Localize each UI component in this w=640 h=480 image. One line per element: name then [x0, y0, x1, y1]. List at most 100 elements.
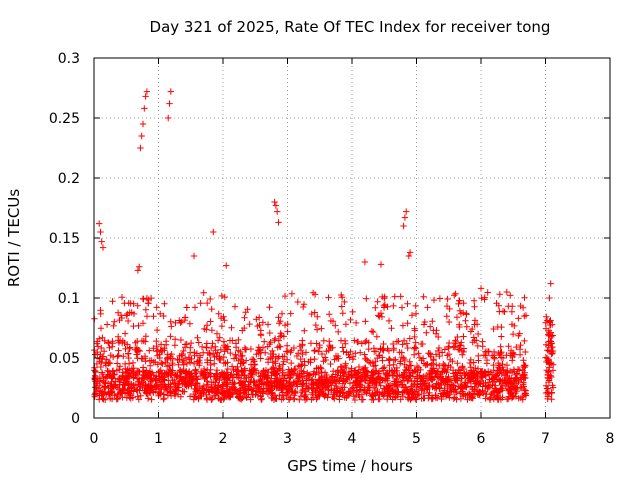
data-point	[502, 381, 510, 389]
data-point	[419, 355, 427, 362]
data-point	[509, 330, 517, 338]
data-point	[313, 326, 321, 333]
data-point	[109, 298, 116, 305]
data-point	[400, 337, 408, 344]
data-point-peak	[274, 208, 281, 215]
data-point	[490, 361, 497, 369]
data-point	[482, 382, 490, 389]
data-point	[240, 378, 248, 385]
data-point	[289, 369, 296, 377]
data-point	[186, 359, 194, 366]
data-point	[484, 385, 491, 393]
data-point	[508, 321, 516, 328]
data-point	[316, 341, 323, 349]
data-point	[106, 344, 113, 351]
data-point	[101, 379, 108, 386]
x-tick-label: 1	[154, 431, 163, 447]
data-point	[442, 375, 449, 382]
data-point	[346, 354, 353, 361]
data-point	[301, 327, 308, 334]
data-point	[241, 324, 248, 332]
data-point	[503, 361, 511, 369]
data-point	[283, 372, 291, 379]
data-point	[186, 320, 194, 327]
data-point	[471, 321, 478, 328]
data-point	[370, 378, 377, 386]
data-point	[208, 344, 215, 352]
data-point	[515, 395, 522, 402]
data-point	[388, 325, 395, 332]
data-point-peak	[99, 244, 107, 251]
data-point	[414, 368, 421, 376]
data-point	[436, 295, 444, 302]
data-point	[205, 371, 212, 379]
data-point	[408, 312, 416, 319]
data-point	[416, 354, 424, 361]
data-point	[142, 333, 150, 340]
data-point	[114, 360, 121, 367]
data-point	[99, 370, 106, 378]
data-point	[339, 344, 346, 351]
data-point	[153, 304, 160, 311]
data-point	[137, 392, 144, 399]
data-point	[154, 347, 161, 354]
data-point	[429, 318, 436, 325]
data-point	[349, 356, 357, 363]
data-point	[445, 344, 452, 352]
data-point	[300, 379, 307, 387]
data-point	[311, 309, 318, 316]
data-point	[470, 334, 477, 341]
data-point	[266, 382, 273, 389]
data-point	[411, 333, 418, 341]
data-point-peak	[166, 100, 173, 107]
data-point	[375, 396, 382, 403]
data-point	[174, 356, 181, 364]
data-point	[411, 344, 418, 351]
data-point	[123, 394, 130, 401]
data-point	[99, 353, 107, 360]
data-point	[181, 354, 189, 362]
data-point	[545, 390, 553, 397]
data-point	[458, 383, 465, 390]
data-point	[279, 361, 287, 368]
data-point	[228, 384, 236, 392]
data-point	[505, 303, 512, 310]
data-point	[241, 372, 249, 380]
data-point	[93, 388, 100, 395]
data-point	[200, 390, 207, 397]
data-point	[493, 300, 500, 307]
data-point	[118, 376, 125, 383]
data-point	[542, 341, 550, 348]
data-point	[288, 388, 296, 395]
data-point	[211, 360, 218, 367]
data-point	[115, 352, 122, 359]
data-point-peak	[223, 262, 230, 269]
data-point	[391, 293, 398, 300]
data-point	[392, 356, 399, 363]
data-point	[153, 326, 161, 334]
x-tick-label: 8	[606, 431, 615, 447]
data-point	[508, 375, 515, 382]
data-point	[196, 357, 203, 364]
data-point	[125, 360, 133, 367]
data-point	[545, 347, 553, 355]
data-point	[422, 372, 430, 379]
data-point	[144, 300, 152, 307]
data-point	[341, 298, 348, 306]
data-point	[109, 374, 116, 381]
data-point	[446, 305, 453, 313]
data-point	[171, 342, 179, 349]
data-point	[513, 371, 520, 378]
data-point	[296, 371, 303, 378]
data-point	[367, 359, 374, 367]
data-point	[101, 337, 108, 344]
data-point-peak	[547, 280, 554, 287]
data-point	[203, 326, 210, 333]
data-point	[482, 395, 489, 402]
data-point	[101, 383, 108, 390]
data-point	[521, 337, 528, 345]
data-point	[384, 377, 391, 384]
data-point	[350, 389, 357, 396]
data-point	[165, 362, 173, 369]
y-tick-label: 0.1	[58, 291, 80, 307]
